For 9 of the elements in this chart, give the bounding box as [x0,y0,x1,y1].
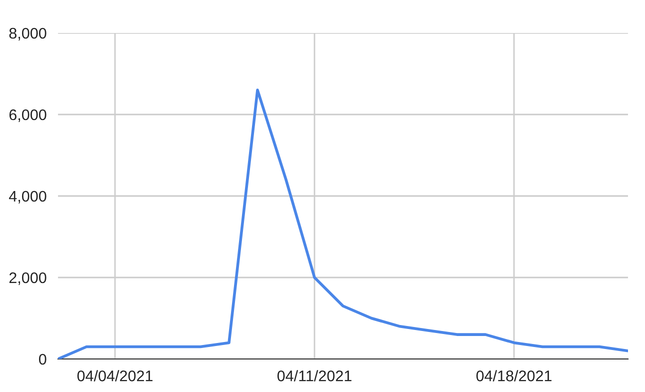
x-tick-label: 04/04/2021 [77,370,152,382]
y-tick-label: 4,000 [9,190,46,204]
y-tick-label: 6,000 [9,109,46,122]
x-tick-label: 04/18/2021 [476,370,552,382]
y-tick-label: 8,000 [9,28,46,40]
line-series [58,88,628,359]
x-tick-label: 04/11/2021 [277,370,352,382]
y-tick-label: 2,000 [9,272,46,285]
y-tick-label: 0 [38,354,46,365]
